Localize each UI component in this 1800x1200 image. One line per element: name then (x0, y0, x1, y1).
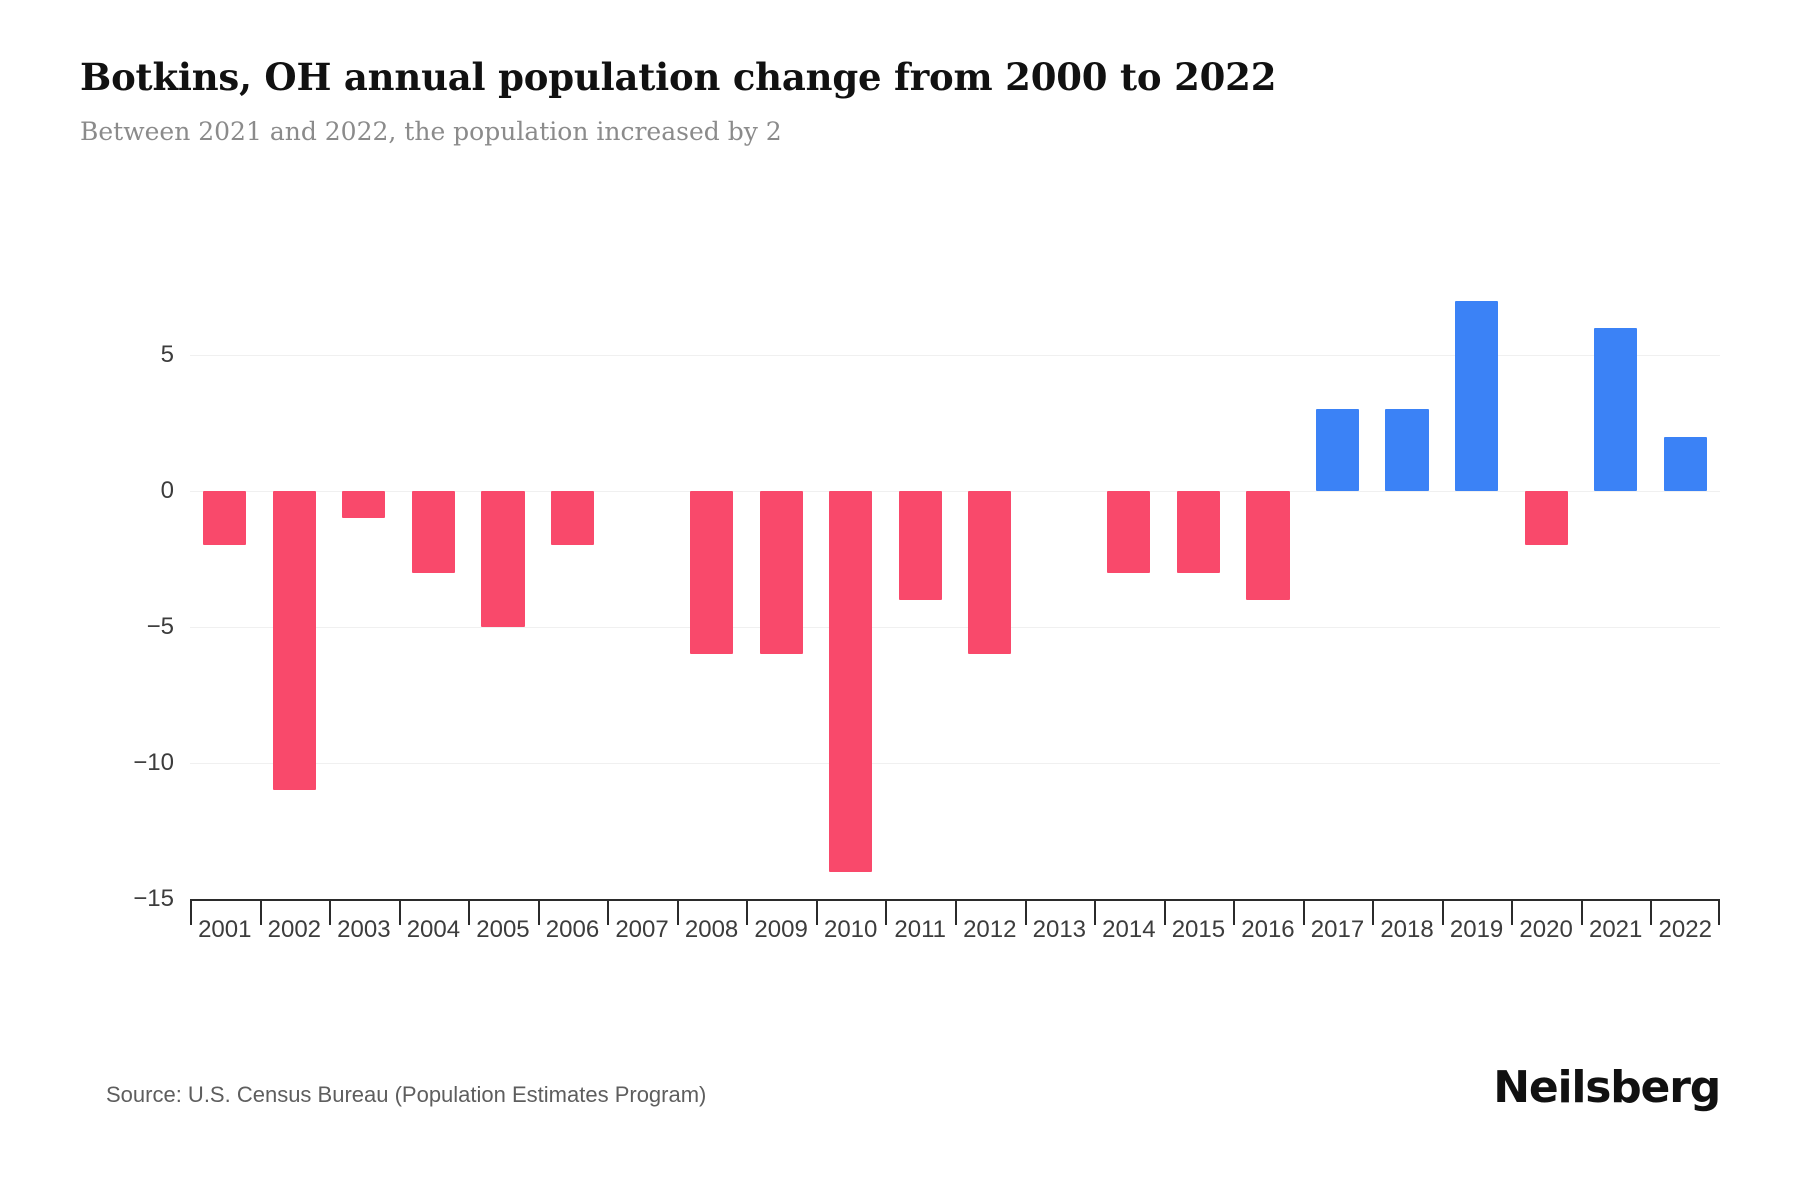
x-tick-label-2014: 2014 (1102, 916, 1156, 943)
bar-2014[interactable] (1107, 491, 1151, 573)
bar-2008[interactable] (690, 491, 734, 655)
y-tick-label: −10 (133, 749, 174, 776)
x-tick-mark (1372, 899, 1375, 925)
bar-2011[interactable] (898, 491, 942, 600)
x-tick-label-2001: 2001 (198, 916, 252, 943)
x-tick-mark (1163, 899, 1166, 925)
source-note: Source: U.S. Census Bureau (Population E… (106, 1082, 707, 1107)
brand-logo: Neilsberg (1493, 1062, 1721, 1113)
x-tick-label-2019: 2019 (1449, 916, 1504, 943)
bar-2017[interactable] (1315, 409, 1360, 491)
x-tick-label-2010: 2010 (823, 916, 878, 943)
bar-2005[interactable] (481, 491, 525, 627)
x-tick-mark (259, 899, 262, 925)
x-tick-label-2020: 2020 (1519, 916, 1573, 943)
x-tick-label-2004: 2004 (406, 916, 461, 943)
page-title: Botkins, OH annual population change fro… (80, 55, 1277, 99)
x-tick-mark (955, 899, 957, 925)
x-tick-mark (1302, 899, 1305, 925)
gridline-0 (190, 491, 1720, 492)
x-tick-label-2018: 2018 (1380, 916, 1434, 943)
x-tick-mark (1094, 899, 1097, 925)
gridline-neg10 (190, 763, 1720, 764)
x-tick-label-2006: 2006 (545, 916, 600, 943)
y-tick-label: −15 (133, 885, 174, 912)
bar-2001[interactable] (203, 491, 247, 546)
y-tick-label: −5 (146, 613, 174, 640)
x-tick-mark (746, 899, 749, 925)
x-tick-mark (1441, 899, 1444, 925)
gridline-neg5 (190, 627, 1720, 628)
bar-2021[interactable] (1594, 327, 1638, 491)
bar-2006[interactable] (550, 491, 595, 546)
bar-2012[interactable] (968, 491, 1012, 655)
x-tick-label-2016: 2016 (1241, 916, 1295, 943)
x-tick-mark (329, 899, 332, 925)
gridline-5 (190, 355, 1720, 356)
x-tick-label-2015: 2015 (1171, 916, 1226, 943)
x-tick-mark (885, 899, 888, 925)
x-tick-mark (607, 899, 610, 925)
y-tick-label: 5 (160, 341, 174, 368)
y-tick-label: 0 (160, 477, 174, 504)
bar-series (190, 290, 1720, 925)
bar-2002[interactable] (272, 491, 316, 791)
bar-2016[interactable] (1246, 491, 1290, 600)
x-tick-mark (1580, 899, 1583, 925)
x-tick-mark (190, 899, 192, 925)
x-tick-mark (676, 899, 679, 925)
chart-subtitle: Between 2021 and 2022, the population in… (80, 116, 782, 146)
x-tick-label-2012: 2012 (963, 916, 1017, 943)
bar-2004[interactable] (411, 491, 455, 573)
x-tick-label-2003: 2003 (337, 916, 391, 943)
x-tick-mark (537, 899, 540, 925)
x-tick-mark (1650, 899, 1653, 925)
bar-2018[interactable] (1385, 409, 1429, 491)
x-tick-label-2013: 2013 (1032, 916, 1087, 943)
plot-area: 5 0 −5 −10 −15 2001 2002 2003 2004 2005 2006 2007 2… (133, 290, 1720, 943)
bar-2022[interactable] (1663, 436, 1707, 491)
x-tick-label-2022: 2022 (1658, 916, 1712, 943)
x-tick-mark (468, 899, 471, 925)
x-tick-label-2008: 2008 (684, 916, 739, 943)
bar-2009[interactable] (759, 491, 803, 655)
x-tick-mark (1511, 899, 1514, 925)
x-tick-mark (815, 899, 818, 925)
bar-2010[interactable] (829, 491, 873, 872)
x-tick-label-2017: 2017 (1310, 916, 1365, 943)
x-tick-mark (1233, 899, 1236, 925)
x-tick-label-2011: 2011 (894, 916, 947, 943)
chart-header: Botkins, OH annual population change fro… (80, 56, 1720, 147)
bar-2015[interactable] (1176, 491, 1220, 573)
bar-2003[interactable] (342, 491, 386, 519)
x-tick-mark (1024, 899, 1027, 925)
bar-2019[interactable] (1455, 300, 1499, 491)
x-tick-label-2021: 2021 (1588, 916, 1643, 943)
x-tick-label-2002: 2002 (267, 916, 322, 943)
bar-2020[interactable] (1524, 491, 1568, 546)
x-tick-mark (398, 899, 401, 925)
x-tick-label-2005: 2005 (476, 916, 530, 943)
x-tick-label-2007: 2007 (615, 916, 669, 943)
x-tick-mark (1718, 899, 1720, 925)
x-tick-label-2009: 2009 (754, 916, 808, 943)
